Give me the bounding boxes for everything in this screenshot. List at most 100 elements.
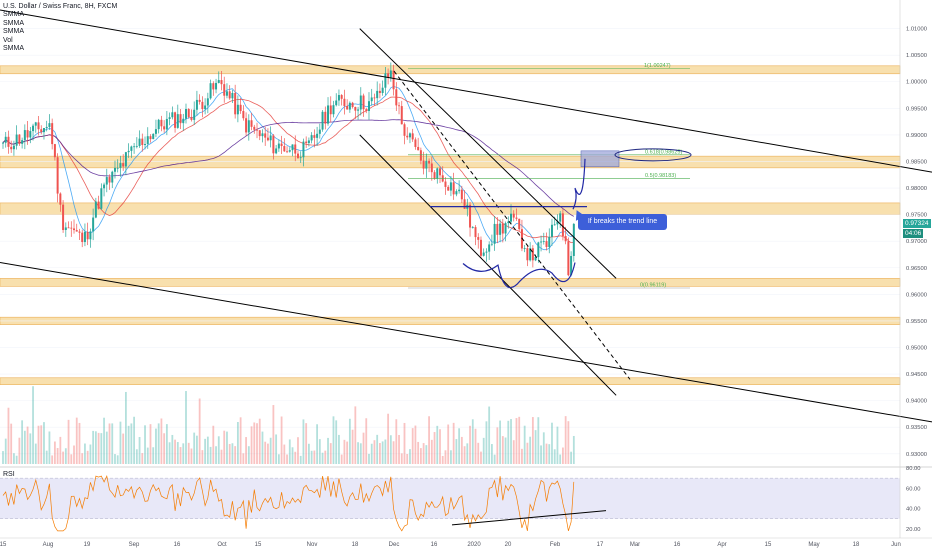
candle-body[interactable] (463, 199, 466, 209)
indicator-label[interactable]: SMMA (3, 19, 24, 27)
candle-body[interactable] (512, 213, 515, 218)
candle-body[interactable] (291, 144, 294, 151)
candle-body[interactable] (542, 241, 545, 242)
candle-body[interactable] (294, 144, 297, 154)
candle-body[interactable] (97, 201, 100, 209)
candle-body[interactable] (277, 143, 280, 149)
candle-body[interactable] (449, 182, 452, 191)
candle-body[interactable] (89, 231, 92, 240)
candle-body[interactable] (236, 104, 239, 115)
candle-body[interactable] (4, 136, 7, 143)
candle-body[interactable] (168, 117, 171, 119)
candle-body[interactable] (116, 167, 119, 169)
candle-body[interactable] (327, 105, 330, 124)
candle-body[interactable] (247, 120, 250, 133)
candle-body[interactable] (154, 129, 157, 134)
candle-body[interactable] (32, 125, 35, 132)
trendline-callout[interactable]: If breaks the trend line (578, 214, 667, 230)
candle-body[interactable] (340, 95, 343, 99)
candle-body[interactable] (195, 99, 198, 110)
candle-body[interactable] (406, 135, 409, 138)
candle-body[interactable] (523, 248, 526, 249)
candle-body[interactable] (275, 148, 278, 154)
candle-body[interactable] (354, 106, 357, 111)
candle-body[interactable] (501, 223, 504, 234)
candle-body[interactable] (329, 105, 332, 115)
candle-body[interactable] (359, 95, 362, 110)
candle-body[interactable] (561, 213, 564, 237)
sr-zone[interactable] (0, 65, 901, 75)
candle-body[interactable] (242, 111, 245, 119)
candle-body[interactable] (45, 126, 48, 129)
candle-body[interactable] (348, 102, 351, 110)
candle-body[interactable] (296, 153, 299, 158)
candle-body[interactable] (130, 146, 133, 151)
candle-body[interactable] (176, 114, 179, 128)
candle-body[interactable] (439, 168, 442, 176)
candle-body[interactable] (286, 151, 289, 153)
candle-body[interactable] (422, 160, 425, 169)
candle-body[interactable] (548, 236, 551, 247)
candle-body[interactable] (201, 101, 204, 110)
candle-body[interactable] (215, 82, 218, 90)
candle-body[interactable] (37, 122, 40, 130)
candle-body[interactable] (570, 255, 573, 276)
candle-body[interactable] (10, 146, 13, 150)
candle-body[interactable] (122, 163, 125, 167)
candle-body[interactable] (370, 97, 373, 102)
candle-body[interactable] (83, 231, 86, 243)
sr-zone[interactable] (0, 202, 901, 215)
candle-body[interactable] (351, 102, 354, 107)
candle-body[interactable] (209, 83, 212, 99)
candle-body[interactable] (223, 84, 226, 96)
candle-body[interactable] (488, 244, 491, 252)
candle-body[interactable] (258, 130, 261, 137)
candle-body[interactable] (417, 146, 420, 151)
candle-body[interactable] (256, 129, 259, 131)
candle-body[interactable] (78, 231, 81, 233)
candle-body[interactable] (190, 116, 193, 120)
candle-body[interactable] (425, 160, 428, 169)
candle-body[interactable] (389, 70, 392, 78)
candle-body[interactable] (474, 227, 477, 238)
candle-body[interactable] (163, 126, 166, 130)
candle-body[interactable] (220, 80, 223, 85)
candle-body[interactable] (206, 98, 209, 106)
candle-body[interactable] (15, 134, 18, 146)
candle-body[interactable] (307, 140, 310, 144)
candle-body[interactable] (146, 136, 149, 145)
candle-body[interactable] (34, 122, 37, 126)
candle-body[interactable] (250, 120, 253, 127)
candle-body[interactable] (471, 227, 474, 228)
candle-body[interactable] (477, 237, 480, 240)
candle-body[interactable] (198, 99, 201, 102)
moving-average-line[interactable] (2, 85, 574, 251)
candle-body[interactable] (485, 251, 488, 253)
candle-body[interactable] (149, 136, 152, 140)
indicator-label[interactable]: SMMA (3, 28, 24, 36)
trend-line[interactable] (359, 134, 617, 396)
projection-arrow[interactable] (572, 158, 586, 210)
candle-body[interactable] (204, 105, 207, 110)
candle-body[interactable] (21, 140, 24, 144)
candle-body[interactable] (387, 73, 390, 78)
candle-body[interactable] (48, 123, 51, 127)
candle-body[interactable] (157, 119, 160, 130)
candle-body[interactable] (182, 118, 185, 124)
candle-body[interactable] (40, 129, 43, 133)
rsi-divergence-line[interactable] (451, 510, 607, 526)
candle-body[interactable] (231, 93, 234, 99)
candle-body[interactable] (160, 119, 163, 127)
candle-body[interactable] (332, 105, 335, 115)
candle-body[interactable] (2, 142, 4, 144)
candle-body[interactable] (482, 252, 485, 256)
candle-body[interactable] (398, 105, 401, 107)
candle-body[interactable] (217, 80, 220, 83)
candle-body[interactable] (400, 106, 403, 125)
candle-body[interactable] (239, 104, 242, 112)
candle-body[interactable] (56, 157, 59, 194)
candle-body[interactable] (545, 241, 548, 247)
candle-body[interactable] (428, 160, 431, 164)
candle-body[interactable] (540, 241, 543, 243)
candle-body[interactable] (572, 223, 575, 256)
